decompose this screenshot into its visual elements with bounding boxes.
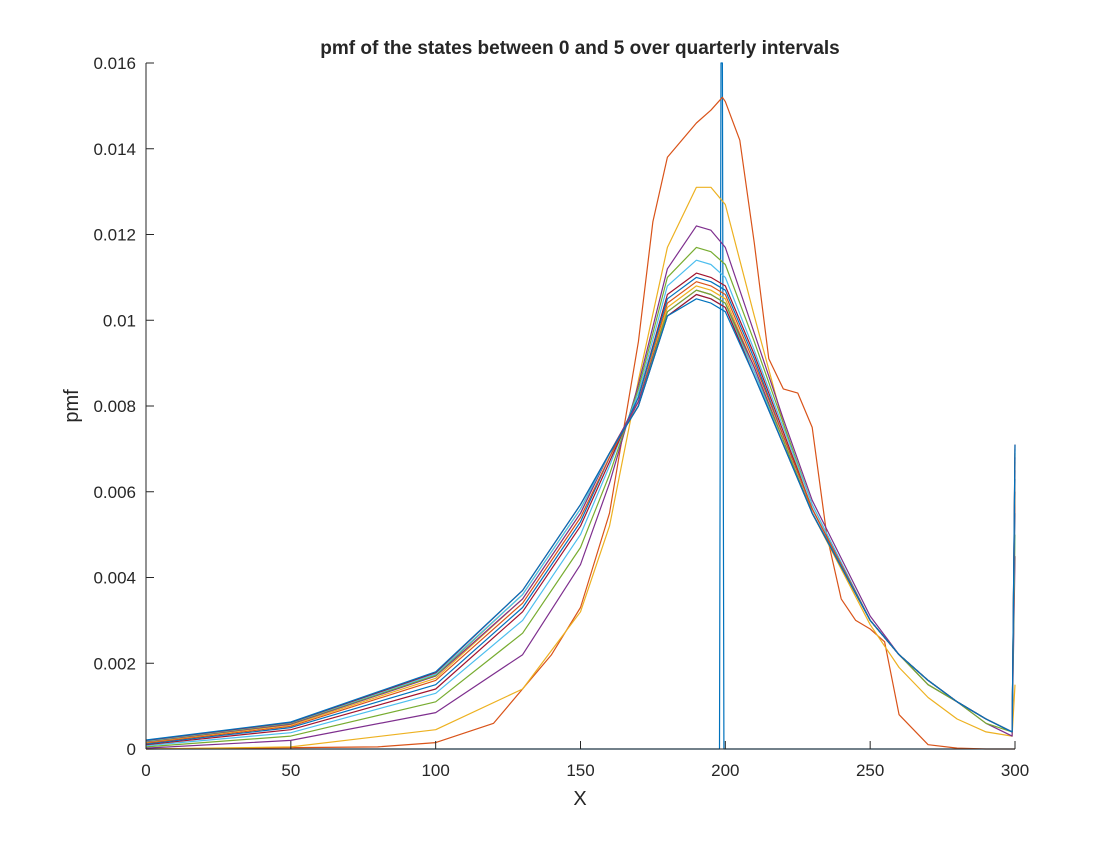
x-tick-label: 0: [141, 761, 150, 780]
x-tick-label: 50: [281, 761, 300, 780]
y-tick-label: 0.01: [103, 311, 136, 330]
series-line-3: [145, 186, 1016, 750]
x-axis-label: X: [573, 788, 586, 810]
y-tick-label: 0.002: [93, 654, 136, 673]
x-tick-label: 200: [711, 761, 739, 780]
y-tick-label: 0.012: [93, 226, 136, 245]
x-tick-label: 100: [421, 761, 449, 780]
x-tick-label: 150: [566, 761, 594, 780]
y-tick-label: 0.004: [93, 569, 136, 588]
y-tick-label: 0: [127, 740, 136, 759]
axes-layer: 0 50 100 150 200 250 300 0 0.002 0.004 0.006 0.008 0…: [93, 54, 1029, 780]
y-tick-label: 0.006: [93, 483, 136, 502]
y-tick-label: 0.016: [93, 54, 136, 73]
series-line-15: [145, 298, 1016, 741]
plot-area: [146, 63, 1015, 749]
y-tick-label: 0.014: [93, 140, 136, 159]
series-line-2: [145, 96, 1015, 750]
series-line-5: [145, 246, 1016, 748]
chart-title: pmf of the states between 0 and 5 over q…: [320, 38, 840, 59]
x-tick-label: 300: [1001, 761, 1029, 780]
x-tick-label: 250: [856, 761, 884, 780]
y-axis-label: pmf: [61, 389, 83, 423]
series-layer: [145, 62, 1016, 750]
y-tick-label: 0.008: [93, 397, 136, 416]
